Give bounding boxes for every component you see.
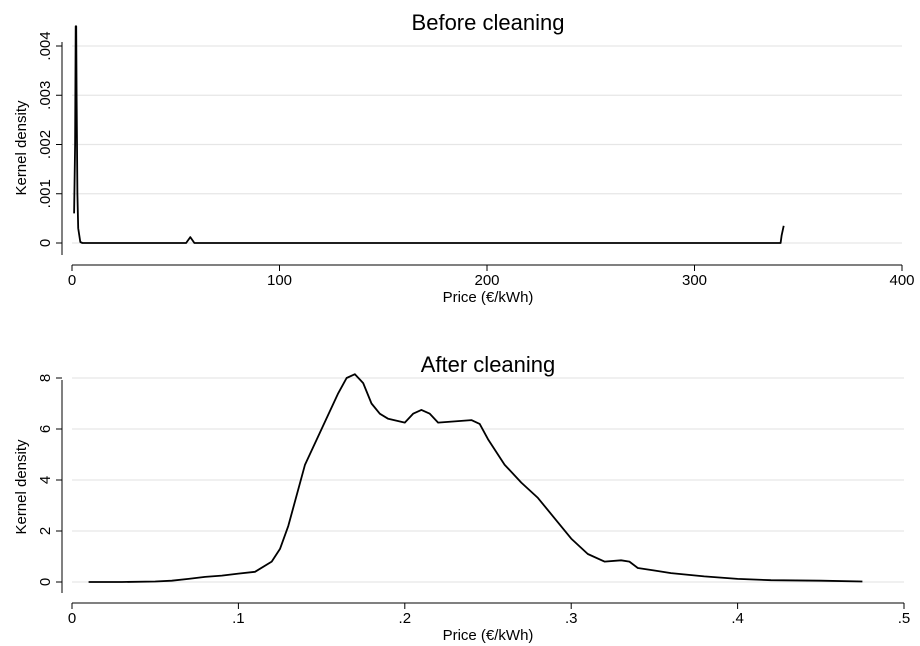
y-tick-label: 4	[37, 476, 54, 484]
y-axis-label: Kernel density	[13, 100, 30, 196]
x-tick-label: .5	[898, 610, 911, 627]
before-cleaning-panel: Before cleaning 0 .001 .002 .003 .004 0 100 200…	[13, 10, 915, 306]
x-tick-label: .4	[731, 610, 744, 627]
x-tick-label: 200	[474, 272, 499, 289]
x-tick-label: .2	[399, 610, 412, 627]
y-axis-label: Kernel density	[13, 439, 30, 535]
x-tick-label: .3	[565, 610, 578, 627]
y-tick-label: 2	[37, 527, 54, 535]
y-tick-label: .001	[37, 179, 54, 208]
y-tick-label: .004	[37, 31, 54, 60]
after-cleaning-panel: After cleaning 0 2 4 6 8 0 .1 .2 .3 .4 .5 Price (€…	[13, 352, 910, 644]
x-tick-label: 100	[267, 272, 292, 289]
density-curve	[73, 25, 785, 244]
y-tick-label: .002	[37, 130, 54, 159]
x-axis-label: Price (€/kWh)	[443, 627, 534, 644]
y-tick-label: .003	[37, 81, 54, 110]
y-tick-label: 8	[37, 374, 54, 382]
x-tick-label: .1	[232, 610, 245, 627]
x-tick-label: 0	[68, 610, 76, 627]
y-tick-label: 0	[37, 578, 54, 586]
density-curve	[88, 373, 863, 583]
y-tick-label: 6	[37, 425, 54, 433]
panel-title: After cleaning	[421, 352, 556, 377]
x-tick-label: 0	[68, 272, 76, 289]
y-tick-label: 0	[37, 239, 54, 247]
x-tick-label: 300	[682, 272, 707, 289]
panel-title: Before cleaning	[412, 10, 565, 35]
x-axis-label: Price (€/kWh)	[443, 289, 534, 306]
x-tick-label: 400	[889, 272, 914, 289]
